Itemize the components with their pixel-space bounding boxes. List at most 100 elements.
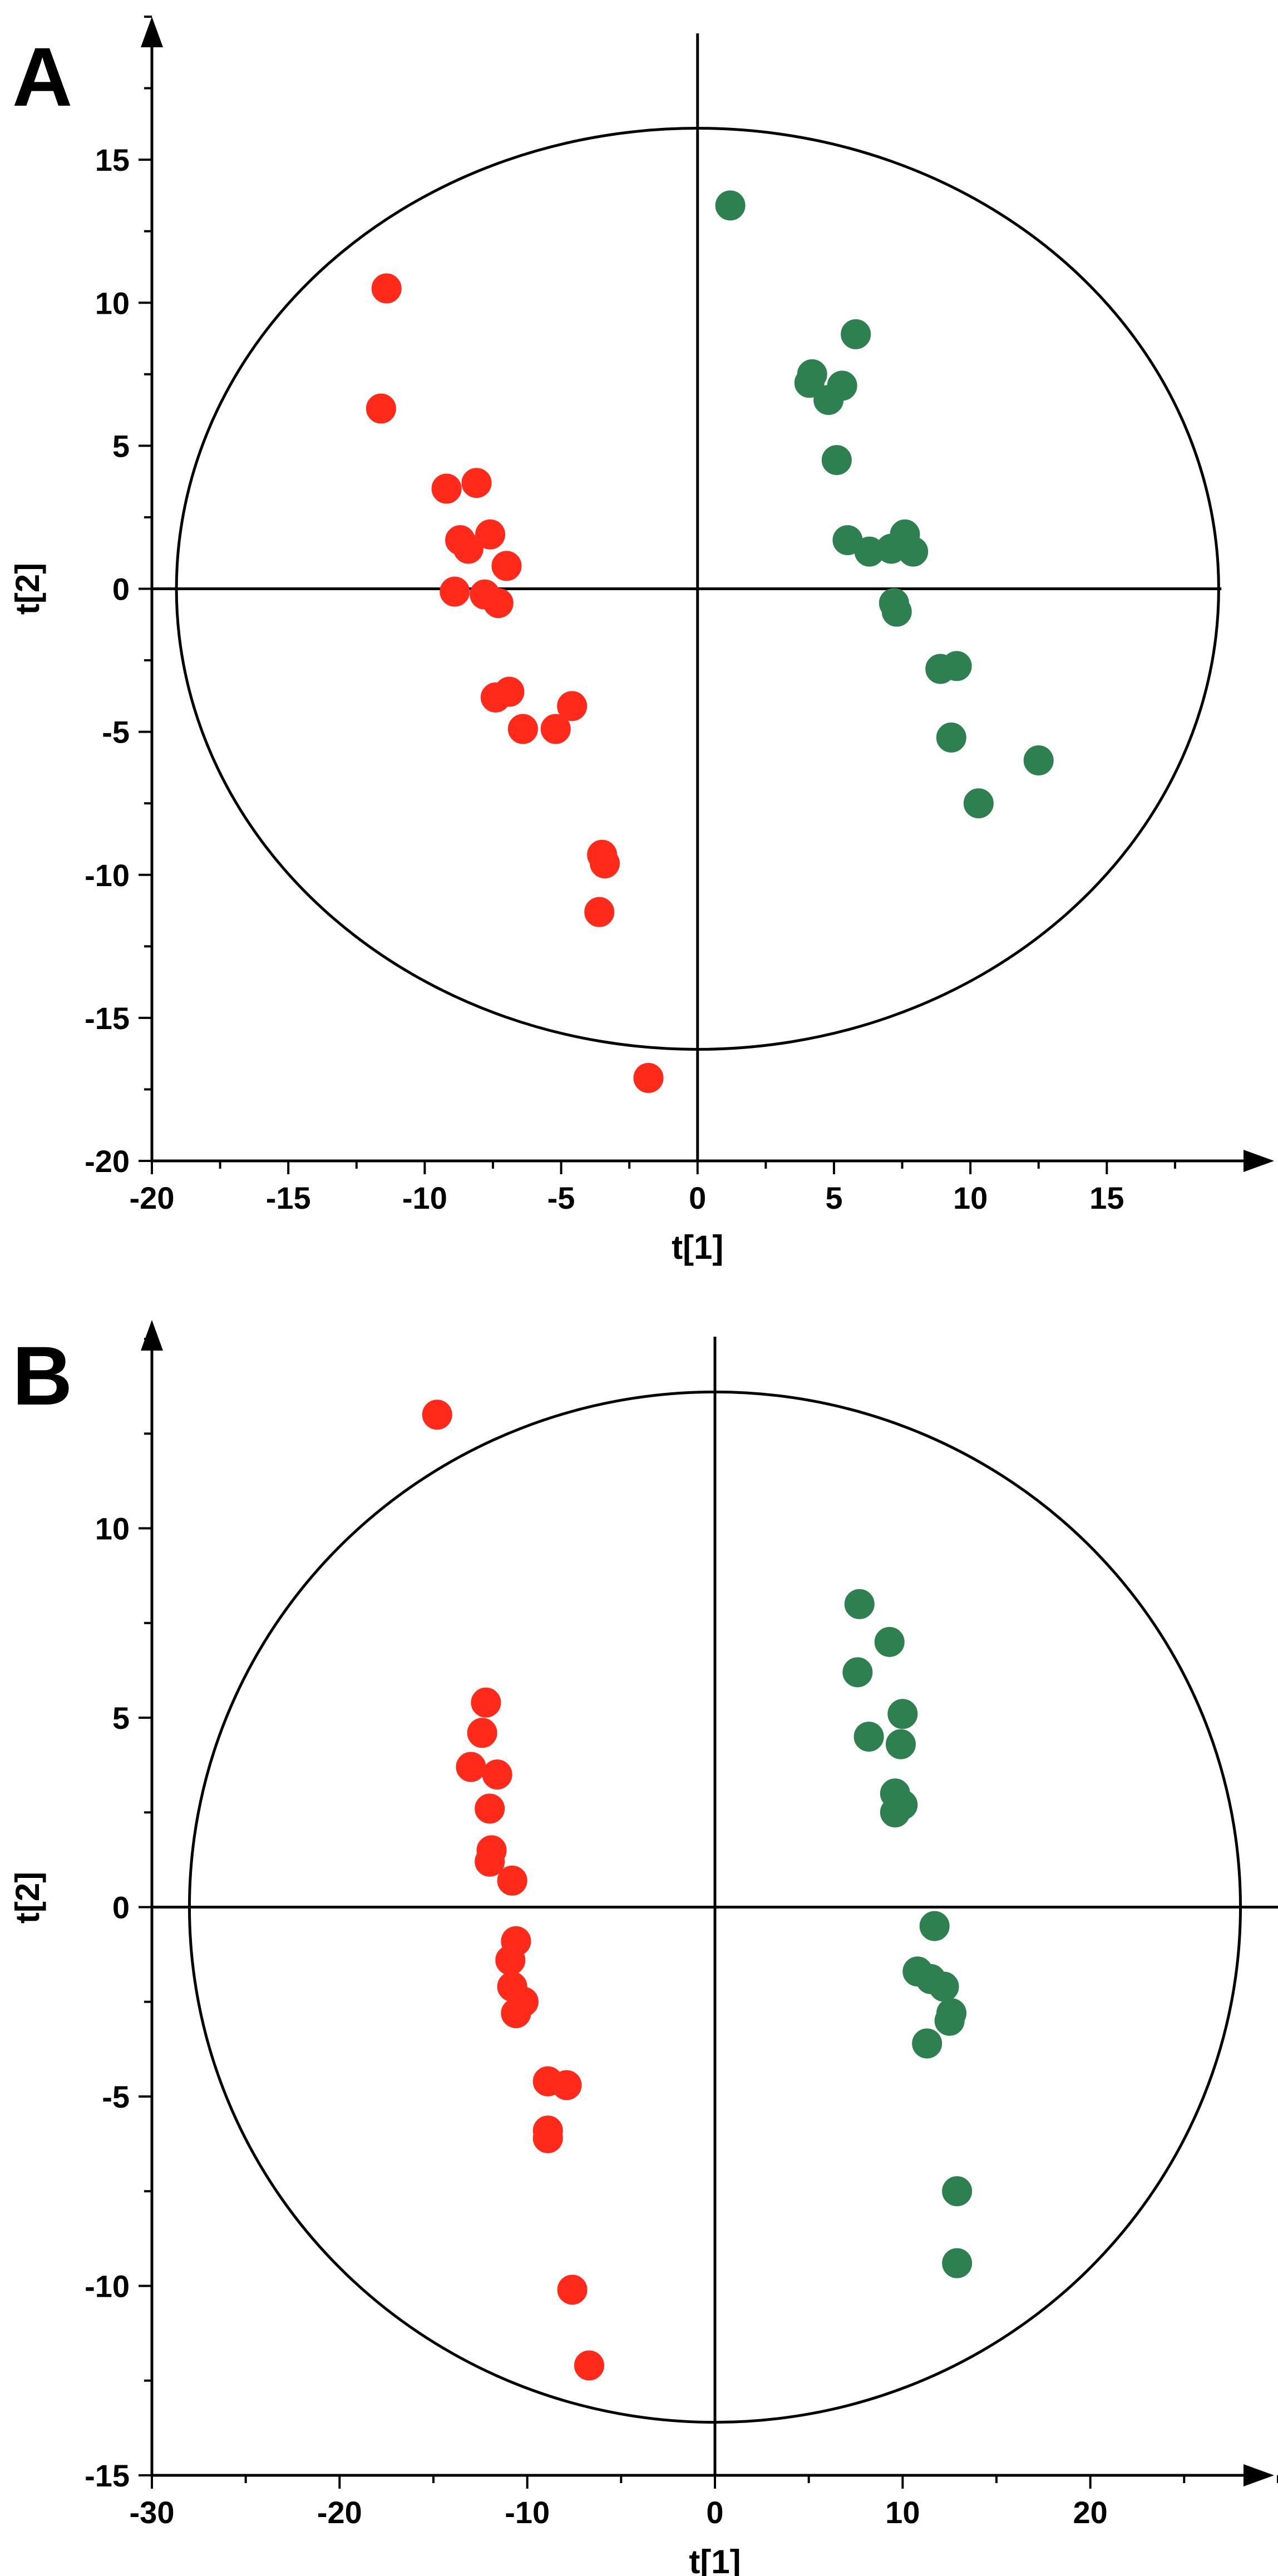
y-tick-label: -5: [102, 2079, 130, 2114]
x-tick-label: 10: [953, 1180, 988, 1215]
data-point: [929, 1971, 959, 2002]
data-point: [887, 1699, 918, 1729]
panel-a-tick-marks: [139, 16, 1176, 1174]
panel-b-reference-lines: [152, 1337, 1278, 2475]
data-point: [540, 714, 571, 744]
x-axis-arrow: [1244, 1150, 1274, 1172]
x-tick-label: -15: [266, 1180, 311, 1215]
panel-a-confidence-ellipse-layer: [175, 127, 1220, 1051]
data-point: [471, 1687, 501, 1718]
x-tick-label: -20: [317, 2495, 362, 2530]
y-tick-label: 10: [95, 1511, 130, 1546]
data-point: [467, 1718, 497, 1748]
data-point: [919, 1911, 950, 1941]
x-tick-label: 15: [1089, 1180, 1124, 1215]
panel-b-x-axis-title: t[1]: [689, 2543, 741, 2576]
data-point: [461, 468, 492, 498]
data-point: [881, 596, 912, 627]
panel-a-series-green: [715, 190, 1054, 819]
y-tick-label: -10: [85, 858, 130, 893]
panel-a-y-axis-title: t[2]: [9, 563, 46, 615]
data-point: [475, 1846, 505, 1877]
panel-a-x-tick-labels: -20 -15 -10 -5 0 5 10 15: [130, 1180, 1124, 1215]
y-tick-label: -10: [85, 2269, 130, 2304]
data-point: [880, 1797, 910, 1828]
data-point: [532, 2123, 563, 2153]
data-point: [912, 2028, 943, 2059]
panel-b-axes: [141, 1320, 1274, 2486]
data-point: [813, 385, 844, 416]
y-tick-label: 10: [95, 285, 130, 320]
data-point: [557, 2275, 588, 2305]
panel-a-x-axis-title: t[1]: [672, 1229, 723, 1266]
panel-b-y-axis-title: t[2]: [9, 1872, 46, 1924]
x-tick-label: -5: [547, 1180, 575, 1215]
data-point: [497, 1865, 527, 1896]
data-point: [507, 714, 538, 744]
data-point: [584, 897, 615, 927]
data-point: [821, 445, 852, 476]
x-tick-label: 0: [706, 2495, 723, 2530]
hotelling-ellipse: [187, 1390, 1242, 2424]
panel-b-series-green: [842, 1589, 973, 2278]
data-point: [963, 788, 994, 819]
data-point: [495, 1945, 526, 1975]
x-tick-label: -30: [130, 2495, 175, 2530]
panel-b-x-tick-labels: -30 -20 -10 0 10 20: [130, 2495, 1108, 2530]
data-point: [482, 1759, 512, 1790]
data-point: [885, 1729, 916, 1759]
data-point: [715, 190, 746, 221]
data-point: [844, 1589, 875, 1619]
panel-b-score-plot: B -30 -20 -10 0 10 20 -15 -10 -5 0 5 10 t[1] t[2]: [9, 1320, 1278, 2576]
y-axis-arrow: [141, 17, 163, 47]
data-point: [422, 1400, 452, 1430]
data-point: [941, 651, 972, 681]
data-point: [942, 2248, 973, 2278]
hotelling-ellipse: [175, 127, 1220, 1051]
data-point: [557, 691, 588, 721]
data-point: [874, 1626, 905, 1657]
x-tick-label: 5: [825, 1180, 842, 1215]
data-point: [898, 536, 929, 567]
data-point: [842, 1657, 873, 1688]
y-tick-label: 15: [95, 142, 130, 177]
panel-b-confidence-ellipse-layer: [187, 1390, 1242, 2424]
data-point: [475, 1793, 505, 1824]
data-point: [501, 1998, 531, 2029]
data-point: [453, 533, 483, 564]
x-tick-label: 0: [689, 1180, 706, 1215]
data-point: [483, 588, 514, 619]
panel-a-reference-lines: [152, 33, 1222, 1161]
y-tick-label: -15: [85, 1001, 130, 1036]
panel-a-score-plot: A -20 -15 -10 -5 0 5 10 15 -20 -15 -10 -5 0 5 10 15 t[…: [9, 16, 1274, 1266]
panel-a-series-red: [366, 273, 664, 1093]
panel-b-series-red: [422, 1400, 604, 2381]
data-point: [574, 2350, 604, 2381]
y-tick-label: 0: [112, 1890, 130, 1925]
data-point: [456, 1752, 486, 1782]
x-axis-arrow: [1244, 2464, 1274, 2486]
data-point: [934, 2005, 965, 2036]
x-tick-label: 20: [1073, 2495, 1108, 2530]
data-point: [551, 2070, 582, 2100]
panel-a-axes: [141, 17, 1274, 1172]
panel-b-y-tick-labels: -15 -10 -5 0 5 10: [85, 1511, 130, 2493]
y-tick-label: 0: [112, 572, 130, 607]
data-point: [494, 676, 525, 707]
panel-a-y-tick-labels: -20 -15 -10 -5 0 5 10 15: [85, 142, 130, 1179]
x-tick-label: -10: [402, 1180, 447, 1215]
x-tick-label: -20: [130, 1180, 175, 1215]
panel-b-tick-marks: [139, 1338, 1278, 2489]
data-point: [942, 2176, 973, 2207]
y-tick-label: -20: [85, 1144, 130, 1179]
data-point: [853, 1722, 884, 1752]
y-tick-label: -5: [102, 715, 130, 750]
y-axis-arrow: [141, 1320, 163, 1351]
data-point: [1023, 745, 1054, 776]
data-point: [440, 576, 470, 607]
data-point: [366, 393, 396, 424]
data-point: [431, 473, 462, 504]
panel-b-label: B: [12, 1329, 72, 1422]
data-point: [590, 848, 620, 879]
